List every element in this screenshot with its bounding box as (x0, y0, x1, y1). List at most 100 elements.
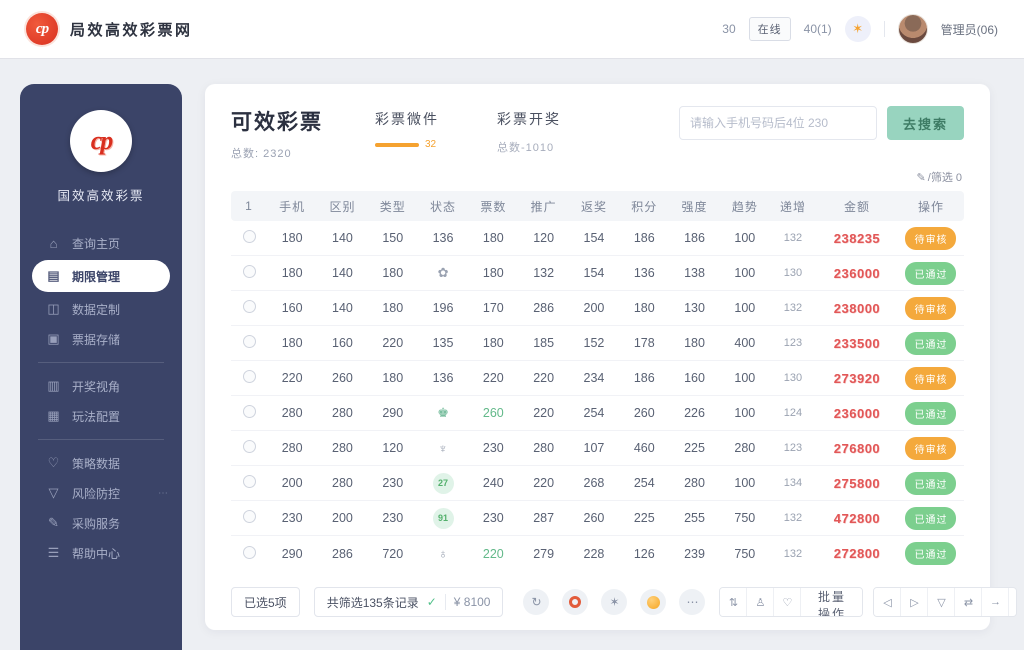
favorite-button[interactable]: ✶ (601, 589, 628, 615)
sidebar-item-label: 数据定制 (72, 302, 121, 317)
value-cell: 230 (382, 476, 404, 490)
value-cell: 136 (432, 371, 454, 385)
value-cell: 286 (533, 301, 555, 315)
down-button[interactable]: ▽ (928, 588, 956, 616)
value-cell: 280 (332, 441, 353, 455)
value-cell: 220 (281, 371, 303, 385)
value-cell: 140 (332, 266, 353, 280)
sidebar-menu: ⌂ 查询主页 ▤ 期限管理 ◫ 数据定制 ▣ 票据存储 ▥ 开奖视角 ▦ 玩法配置 ♡ 策略数据 ▽ 风险防控… (20, 228, 182, 568)
value-cell: 750 (734, 546, 756, 561)
more-button[interactable]: ⋯ (679, 589, 706, 615)
amount-value: 273920 (833, 370, 881, 386)
value-cell: 180 (633, 301, 655, 315)
alert-button[interactable] (640, 589, 667, 615)
row-action-button[interactable]: 已通过 (905, 542, 957, 565)
tab-draws[interactable]: 彩票开奖 总数-1010 (497, 109, 561, 155)
sidebar-item-label: 开奖视角 (72, 379, 121, 394)
sidebar-item-strategy[interactable]: ♡ 策略数据 (20, 448, 182, 478)
refresh-button[interactable]: ↻ (523, 589, 550, 615)
value-cell: 200 (583, 301, 605, 315)
row-checkbox[interactable] (242, 300, 256, 313)
status-badge[interactable]: 在线 (748, 17, 791, 41)
row-action-button[interactable]: 已通过 (905, 401, 957, 425)
row-checkbox[interactable] (242, 335, 256, 348)
sidebar-item-draws[interactable]: ▥ 开奖视角 (20, 371, 182, 401)
tab-active-indicator: 32 (375, 139, 439, 150)
row-checkbox[interactable] (242, 405, 256, 418)
heart-button[interactable]: ♡ (774, 588, 802, 616)
forward-button[interactable]: → (982, 588, 1010, 616)
filter-note[interactable]: ✎/筛选 0 (205, 165, 990, 187)
message-count[interactable]: 40(1) (803, 22, 832, 36)
row-checkbox[interactable] (242, 510, 256, 523)
value-cell: 228 (583, 546, 605, 561)
row-action-button[interactable]: 已通过 (905, 471, 957, 495)
trophy-icon[interactable]: ✶ (844, 16, 871, 42)
row-action-button[interactable]: 待审核 (905, 226, 957, 250)
divider (883, 21, 885, 37)
menu-divider (38, 439, 164, 440)
sidebar-item-tickets[interactable]: ▣ 票据存储 (20, 324, 182, 354)
sidebar-item-service[interactable]: ✎ 采购服务 (20, 508, 182, 538)
value-cell: 220 (533, 371, 555, 385)
total-amount: ¥ 8100 (453, 595, 491, 609)
counter-value[interactable]: 30 (722, 22, 736, 36)
expand-button[interactable]: ∨ (1009, 588, 1016, 616)
search-input[interactable] (678, 106, 877, 140)
value-cell: 130 (684, 301, 705, 315)
row-action-button[interactable]: 待审核 (905, 436, 957, 460)
table-row: 220 260 180 136 220 220 234 186 160 100 130 273920 待… (231, 361, 964, 396)
row-checkbox[interactable] (242, 265, 256, 278)
table-row: 290 286 720 ♁ 220 279 228 126 239 750 132 272800 已通过 (231, 536, 964, 571)
sidebar-item-home[interactable]: ⌂ 查询主页 (20, 228, 182, 258)
sidebar-item-label: 期限管理 (72, 269, 121, 284)
sidebar-item-help[interactable]: ☰ 帮助中心 (20, 538, 182, 568)
sidebar-item-stats[interactable]: ◫ 数据定制 (20, 294, 182, 324)
value-cell: 260 (332, 371, 353, 385)
value-cell: 185 (533, 336, 555, 350)
search-button[interactable]: 去搜索 (886, 106, 964, 140)
value-cell: 100 (734, 371, 756, 385)
secondary-value: 132 (783, 512, 803, 524)
tab-subtitle: 总数-1010 (497, 142, 555, 154)
row-checkbox[interactable] (242, 545, 256, 559)
value-cell: 136 (633, 266, 655, 280)
avatar[interactable] (897, 14, 928, 44)
row-checkbox[interactable] (242, 440, 256, 453)
brand: cp 局效高效彩票网 (26, 13, 193, 45)
footer-right: ⇅♙♡批量操作 ◁▷▽⇄→∨ (719, 587, 1017, 617)
row-checkbox[interactable] (242, 370, 256, 383)
check-icon: ✓ (426, 595, 437, 609)
user-button[interactable]: ♙ (747, 588, 775, 616)
row-action-button[interactable]: 待审核 (905, 366, 957, 390)
menu-divider (38, 362, 164, 363)
row-action-button[interactable]: 已通过 (905, 331, 957, 355)
next-button[interactable]: ▷ (901, 588, 929, 616)
secondary-value: 123 (783, 442, 803, 454)
tab-badge: 32 (425, 139, 437, 150)
row-action-button[interactable]: 已通过 (905, 261, 957, 285)
bulk-actions-button[interactable]: 批量操作 (801, 588, 863, 616)
row-checkbox[interactable] (242, 230, 256, 243)
sidebar-item-period[interactable]: ▤ 期限管理 (32, 260, 170, 292)
value-cell: 230 (382, 511, 404, 525)
record-button[interactable] (562, 589, 589, 615)
row-checkbox[interactable] (242, 475, 256, 488)
prev-button[interactable]: ◁ (874, 588, 902, 616)
row-action-button[interactable]: 已通过 (905, 506, 957, 530)
sidebar-item-plays[interactable]: ▦ 玩法配置 (20, 401, 182, 431)
record-icon (569, 596, 582, 608)
row-action-button[interactable]: 待审核 (905, 296, 957, 320)
value-cell: 255 (684, 511, 705, 525)
sidebar-item-risk[interactable]: ▽ 风险防控 ⋯ (20, 478, 182, 508)
user-name[interactable]: 管理员(06) (940, 22, 998, 37)
value-cell: 280 (734, 441, 756, 455)
table-row: 200 280 230 27 240 220 268 254 280 100 134 275800 已通… (231, 466, 964, 501)
swap-button[interactable]: ⇄ (955, 588, 983, 616)
tab-widgets[interactable]: 彩票微件 32 (375, 109, 439, 155)
amount-value: 275800 (833, 475, 881, 491)
sort-button[interactable]: ⇅ (720, 588, 748, 616)
secondary-value: 130 (783, 372, 803, 384)
page-title-subtitle: 总数: 2320 (231, 148, 292, 160)
value-cell: 279 (533, 546, 555, 561)
